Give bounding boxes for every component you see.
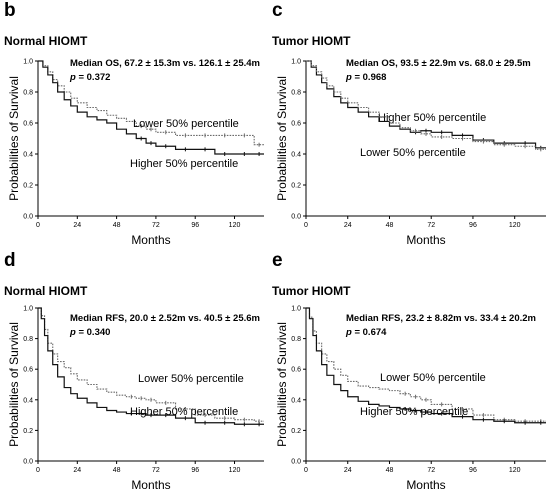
y-tick-label: 0.0: [23, 214, 33, 221]
y-tick-label: 1.0: [291, 59, 301, 66]
curve-label: Higher 50% percentile: [360, 406, 468, 418]
x-tick-label: 48: [386, 467, 394, 474]
x-tick-label: 72: [427, 467, 435, 474]
curve-label: Higher 50% percentile: [378, 112, 486, 124]
y-tick-label: 0.8: [291, 90, 301, 97]
survival-curve: [38, 60, 264, 146]
p-symbol: p: [69, 72, 78, 83]
survival-curve: [306, 307, 546, 424]
y-tick-label: 0.4: [23, 397, 33, 404]
x-tick-label: 72: [152, 222, 160, 229]
x-tick-label: 72: [152, 467, 160, 474]
x-tick-label: 96: [191, 222, 199, 229]
panel-letter: e: [272, 250, 283, 271]
p-value: p = 0.340: [69, 327, 110, 338]
y-tick-label: 0.0: [291, 459, 301, 466]
panel-letter: b: [4, 0, 16, 21]
y-axis-title: Probabilities of Survival: [275, 322, 289, 447]
survival-curve: [306, 60, 546, 149]
x-axis-title: Months: [131, 233, 170, 247]
p-number: = 0.674: [354, 327, 387, 338]
p-symbol: p: [69, 327, 78, 338]
x-tick-label: 24: [344, 222, 352, 229]
median-stat: Median OS, 67.2 ± 15.3m vs. 126.1 ± 25.4…: [70, 58, 260, 69]
y-tick-label: 0.8: [23, 336, 33, 343]
x-tick-label: 0: [36, 467, 40, 474]
x-tick-label: 24: [344, 467, 352, 474]
p-number: = 0.340: [78, 327, 110, 338]
median-stat: Median OS, 93.5 ± 22.9m vs. 68.0 ± 29.5m: [346, 58, 531, 69]
y-tick-label: 0.6: [23, 121, 33, 128]
survival-curve: [38, 307, 264, 422]
p-value: p = 0.674: [345, 327, 387, 338]
y-tick-label: 0.4: [23, 152, 33, 159]
x-tick-label: 24: [73, 222, 81, 229]
x-tick-label: 48: [113, 222, 121, 229]
x-tick-label: 96: [469, 467, 477, 474]
y-tick-label: 0.6: [291, 367, 301, 374]
panel-title: Normal HIOMT: [4, 34, 88, 48]
y-tick-label: 0.2: [291, 428, 301, 435]
curve-label: Lower 50% percentile: [138, 373, 244, 385]
curve-label: Lower 50% percentile: [380, 372, 486, 384]
x-axis-title: Months: [406, 478, 445, 492]
km-chart: 0.0 0.2 0.4 0.6 0.8 1.0 0 24 48 72 96 120 Months Prob…: [275, 306, 546, 492]
x-tick-label: 96: [191, 467, 199, 474]
x-tick-label: 120: [229, 222, 241, 229]
y-tick-label: 0.4: [291, 397, 301, 404]
p-value: p = 0.968: [345, 72, 386, 83]
panel-letter: c: [272, 0, 283, 21]
median-stat: Median RFS, 23.2 ± 8.82m vs. 33.4 ± 20.2…: [346, 313, 536, 324]
y-tick-label: 0.2: [23, 428, 33, 435]
y-tick-label: 1.0: [23, 306, 33, 313]
curve-label: Lower 50% percentile: [360, 147, 466, 159]
curve-label: Lower 50% percentile: [133, 118, 239, 130]
p-symbol: p: [345, 327, 354, 338]
km-chart: 0.0 0.2 0.4 0.6 0.8 1.0 0 24 48 72 96 120 Months Prob…: [7, 306, 264, 492]
y-axis-title: Probabilities of Survival: [275, 76, 289, 201]
x-tick-label: 96: [469, 222, 477, 229]
x-tick-label: 0: [304, 222, 308, 229]
curve-label: Higher 50% percentile: [130, 158, 238, 170]
x-axis-title: Months: [406, 233, 445, 247]
panel-title: Normal HIOMT: [4, 284, 88, 298]
p-number: = 0.372: [78, 72, 110, 83]
survival-curve: [306, 307, 546, 422]
y-tick-label: 0.0: [291, 214, 301, 221]
y-axis-title: Probabilities of Survival: [7, 76, 21, 201]
y-tick-label: 0.8: [291, 336, 301, 343]
curve-label: Higher 50% percentile: [130, 406, 238, 418]
x-tick-label: 48: [113, 467, 121, 474]
panel-letter: d: [4, 250, 16, 271]
km-chart: 0.0 0.2 0.4 0.6 0.8 1.0 0 24 48 72 96 120 Months Prob…: [275, 58, 546, 247]
x-tick-label: 0: [36, 222, 40, 229]
y-tick-label: 0.2: [291, 183, 301, 190]
y-axis-title: Probabilities of Survival: [7, 322, 21, 447]
x-axis-title: Months: [131, 478, 170, 492]
p-symbol: p: [345, 72, 354, 83]
x-tick-label: 0: [304, 467, 308, 474]
x-tick-label: 120: [509, 222, 521, 229]
y-tick-label: 0.8: [23, 90, 33, 97]
x-tick-label: 48: [386, 222, 394, 229]
x-tick-label: 24: [73, 467, 81, 474]
y-tick-label: 0.4: [291, 152, 301, 159]
y-tick-label: 0.6: [291, 121, 301, 128]
median-stat: Median RFS, 20.0 ± 2.52m vs. 40.5 ± 25.6…: [70, 313, 260, 324]
p-number: = 0.968: [354, 72, 386, 83]
p-value: p = 0.372: [69, 72, 110, 83]
x-tick-label: 120: [509, 467, 521, 474]
y-tick-label: 1.0: [291, 306, 301, 313]
x-tick-label: 72: [427, 222, 435, 229]
panel-title: Tumor HIOMT: [272, 34, 351, 48]
y-tick-label: 0.6: [23, 367, 33, 374]
y-tick-label: 0.0: [23, 459, 33, 466]
panel-title: Tumor HIOMT: [272, 284, 351, 298]
survival-curve: [38, 60, 264, 155]
x-tick-label: 120: [229, 467, 241, 474]
km-chart: 0.0 0.2 0.4 0.6 0.8 1.0 0 24 48 72 96 120 Months Prob…: [7, 58, 264, 247]
y-tick-label: 0.2: [23, 183, 33, 190]
y-tick-label: 1.0: [23, 59, 33, 66]
survival-curve: [306, 60, 546, 150]
